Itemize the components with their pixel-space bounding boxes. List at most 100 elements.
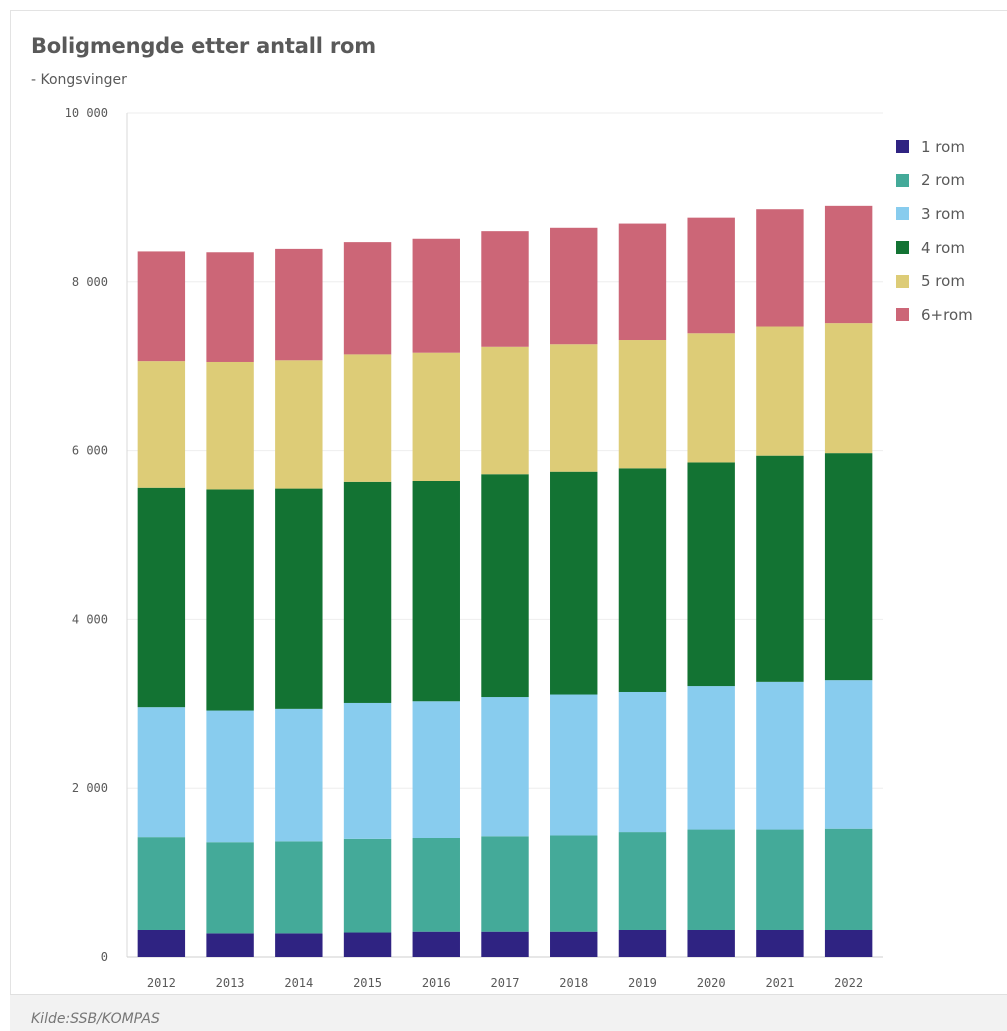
legend-item-6plus-rom[interactable]: 6+rom — [896, 298, 973, 332]
source-footer: Kilde:SSB/KOMPAS — [10, 994, 1007, 1031]
bar-segment-3-rom-2021 — [756, 681, 804, 830]
bar-segment-6-rom-2018 — [550, 227, 598, 345]
bar-segment-1-rom-2017 — [481, 931, 529, 957]
legend-swatch-4-rom — [896, 241, 909, 255]
bar-segment-5-rom-2017 — [481, 346, 529, 475]
bar-segment-1-rom-2013 — [206, 933, 254, 957]
bar-segment-2-rom-2022 — [824, 828, 873, 930]
bar-segment-1-rom-2015 — [343, 932, 392, 957]
chart-legend[interactable]: 1 rom 2 rom 3 rom 4 rom 5 rom 6+rom — [896, 130, 973, 332]
bar-segment-5-rom-2014 — [275, 360, 323, 489]
bar-segment-2-rom-2021 — [756, 829, 804, 930]
bar-segment-2-rom-2017 — [481, 836, 529, 932]
x-tick-label: 2021 — [765, 976, 794, 990]
bar-segment-2-rom-2020 — [687, 829, 735, 930]
bar-segment-4-rom-2013 — [206, 489, 254, 711]
bar-segment-6-rom-2017 — [481, 231, 529, 347]
bar-segment-6-rom-2016 — [412, 238, 460, 353]
legend-item-1-rom[interactable]: 1 rom — [896, 130, 973, 164]
bar-segment-3-rom-2020 — [687, 686, 735, 830]
y-tick-label: 0 — [101, 950, 108, 964]
bar-segment-6-rom-2014 — [275, 248, 323, 361]
legend-swatch-5-rom — [896, 274, 909, 288]
legend-item-4-rom[interactable]: 4 rom — [896, 231, 973, 265]
legend-item-3-rom[interactable]: 3 rom — [896, 197, 973, 231]
bar-segment-3-rom-2014 — [275, 708, 323, 842]
bar-segment-4-rom-2021 — [756, 455, 804, 682]
bar-segment-4-rom-2020 — [687, 462, 735, 687]
bar-segment-4-rom-2012 — [137, 487, 186, 708]
legend-label-3-rom: 3 rom — [921, 204, 965, 223]
bar-segment-1-rom-2018 — [550, 931, 598, 957]
x-tick-label: 2017 — [491, 976, 520, 990]
bar-segment-1-rom-2012 — [137, 929, 186, 957]
y-tick-label: 10 000 — [65, 106, 108, 120]
bar-segment-3-rom-2018 — [550, 694, 598, 836]
bar-segment-4-rom-2015 — [343, 481, 392, 703]
x-tick-label: 2015 — [353, 976, 382, 990]
x-tick-label: 2012 — [147, 976, 176, 990]
bar-segment-3-rom-2019 — [618, 691, 667, 833]
bar-segment-3-rom-2013 — [206, 710, 254, 843]
source-label: Kilde:SSB/KOMPAS — [31, 1011, 160, 1027]
x-tick-label: 2019 — [628, 976, 657, 990]
legend-label-2-rom: 2 rom — [921, 171, 965, 190]
bar-segment-5-rom-2015 — [343, 354, 392, 482]
x-tick-label: 2022 — [834, 976, 863, 990]
bar-segment-5-rom-2022 — [824, 323, 873, 454]
legend-swatch-3-rom — [896, 207, 909, 221]
bar-segment-6-rom-2015 — [343, 242, 392, 355]
bar-segment-6-rom-2020 — [687, 217, 735, 334]
bar-segment-4-rom-2019 — [618, 468, 667, 692]
bar-segment-4-rom-2017 — [481, 474, 529, 698]
bar-segment-3-rom-2012 — [137, 707, 186, 838]
bar-segment-4-rom-2018 — [550, 471, 598, 695]
bar-segment-2-rom-2018 — [550, 835, 598, 932]
x-tick-label: 2018 — [559, 976, 588, 990]
bar-segment-3-rom-2022 — [824, 680, 873, 829]
x-tick-label: 2014 — [284, 976, 313, 990]
bar-segment-3-rom-2016 — [412, 701, 460, 838]
y-tick-label: 4 000 — [72, 612, 108, 626]
bar-segment-1-rom-2022 — [824, 929, 873, 957]
bar-segment-2-rom-2015 — [343, 838, 392, 933]
y-tick-label: 6 000 — [72, 444, 108, 458]
bar-segment-2-rom-2012 — [137, 837, 186, 930]
bar-segment-1-rom-2019 — [618, 929, 667, 957]
bar-segment-1-rom-2020 — [687, 929, 735, 957]
bar-segment-1-rom-2016 — [412, 931, 460, 957]
bar-segment-5-rom-2020 — [687, 333, 735, 463]
chart-subtitle: - Kongsvinger — [31, 72, 127, 88]
legend-swatch-6plus-rom — [896, 308, 909, 322]
legend-swatch-1-rom — [896, 140, 909, 154]
bar-segment-6-rom-2012 — [137, 251, 186, 362]
bar-segment-5-rom-2016 — [412, 352, 460, 481]
x-tick-label: 2013 — [216, 976, 245, 990]
bar-segment-3-rom-2017 — [481, 697, 529, 837]
chart-title: Boligmengde etter antall rom — [31, 34, 376, 58]
bar-segment-6-rom-2019 — [618, 223, 667, 341]
legend-swatch-2-rom — [896, 173, 909, 187]
y-tick-label: 2 000 — [72, 781, 108, 795]
bar-segment-3-rom-2015 — [343, 702, 392, 839]
legend-label-6plus-rom: 6+rom — [921, 305, 973, 324]
x-tick-label: 2020 — [697, 976, 726, 990]
bar-segment-1-rom-2021 — [756, 929, 804, 957]
legend-label-1-rom: 1 rom — [921, 137, 965, 156]
bar-segment-1-rom-2014 — [275, 933, 323, 957]
legend-label-4-rom: 4 rom — [921, 238, 965, 257]
bar-segment-4-rom-2016 — [412, 480, 460, 702]
bar-segment-5-rom-2012 — [137, 361, 186, 488]
bar-segment-6-rom-2013 — [206, 252, 254, 362]
bar-segment-2-rom-2016 — [412, 837, 460, 932]
y-tick-label: 8 000 — [72, 275, 108, 289]
legend-item-5-rom[interactable]: 5 rom — [896, 264, 973, 298]
bar-segment-4-rom-2014 — [275, 488, 323, 709]
bar-segment-5-rom-2018 — [550, 344, 598, 472]
bar-segment-2-rom-2014 — [275, 841, 323, 934]
bar-segment-2-rom-2013 — [206, 842, 254, 934]
legend-item-2-rom[interactable]: 2 rom — [896, 164, 973, 198]
bar-segment-6-rom-2022 — [824, 205, 873, 324]
x-tick-label: 2016 — [422, 976, 451, 990]
